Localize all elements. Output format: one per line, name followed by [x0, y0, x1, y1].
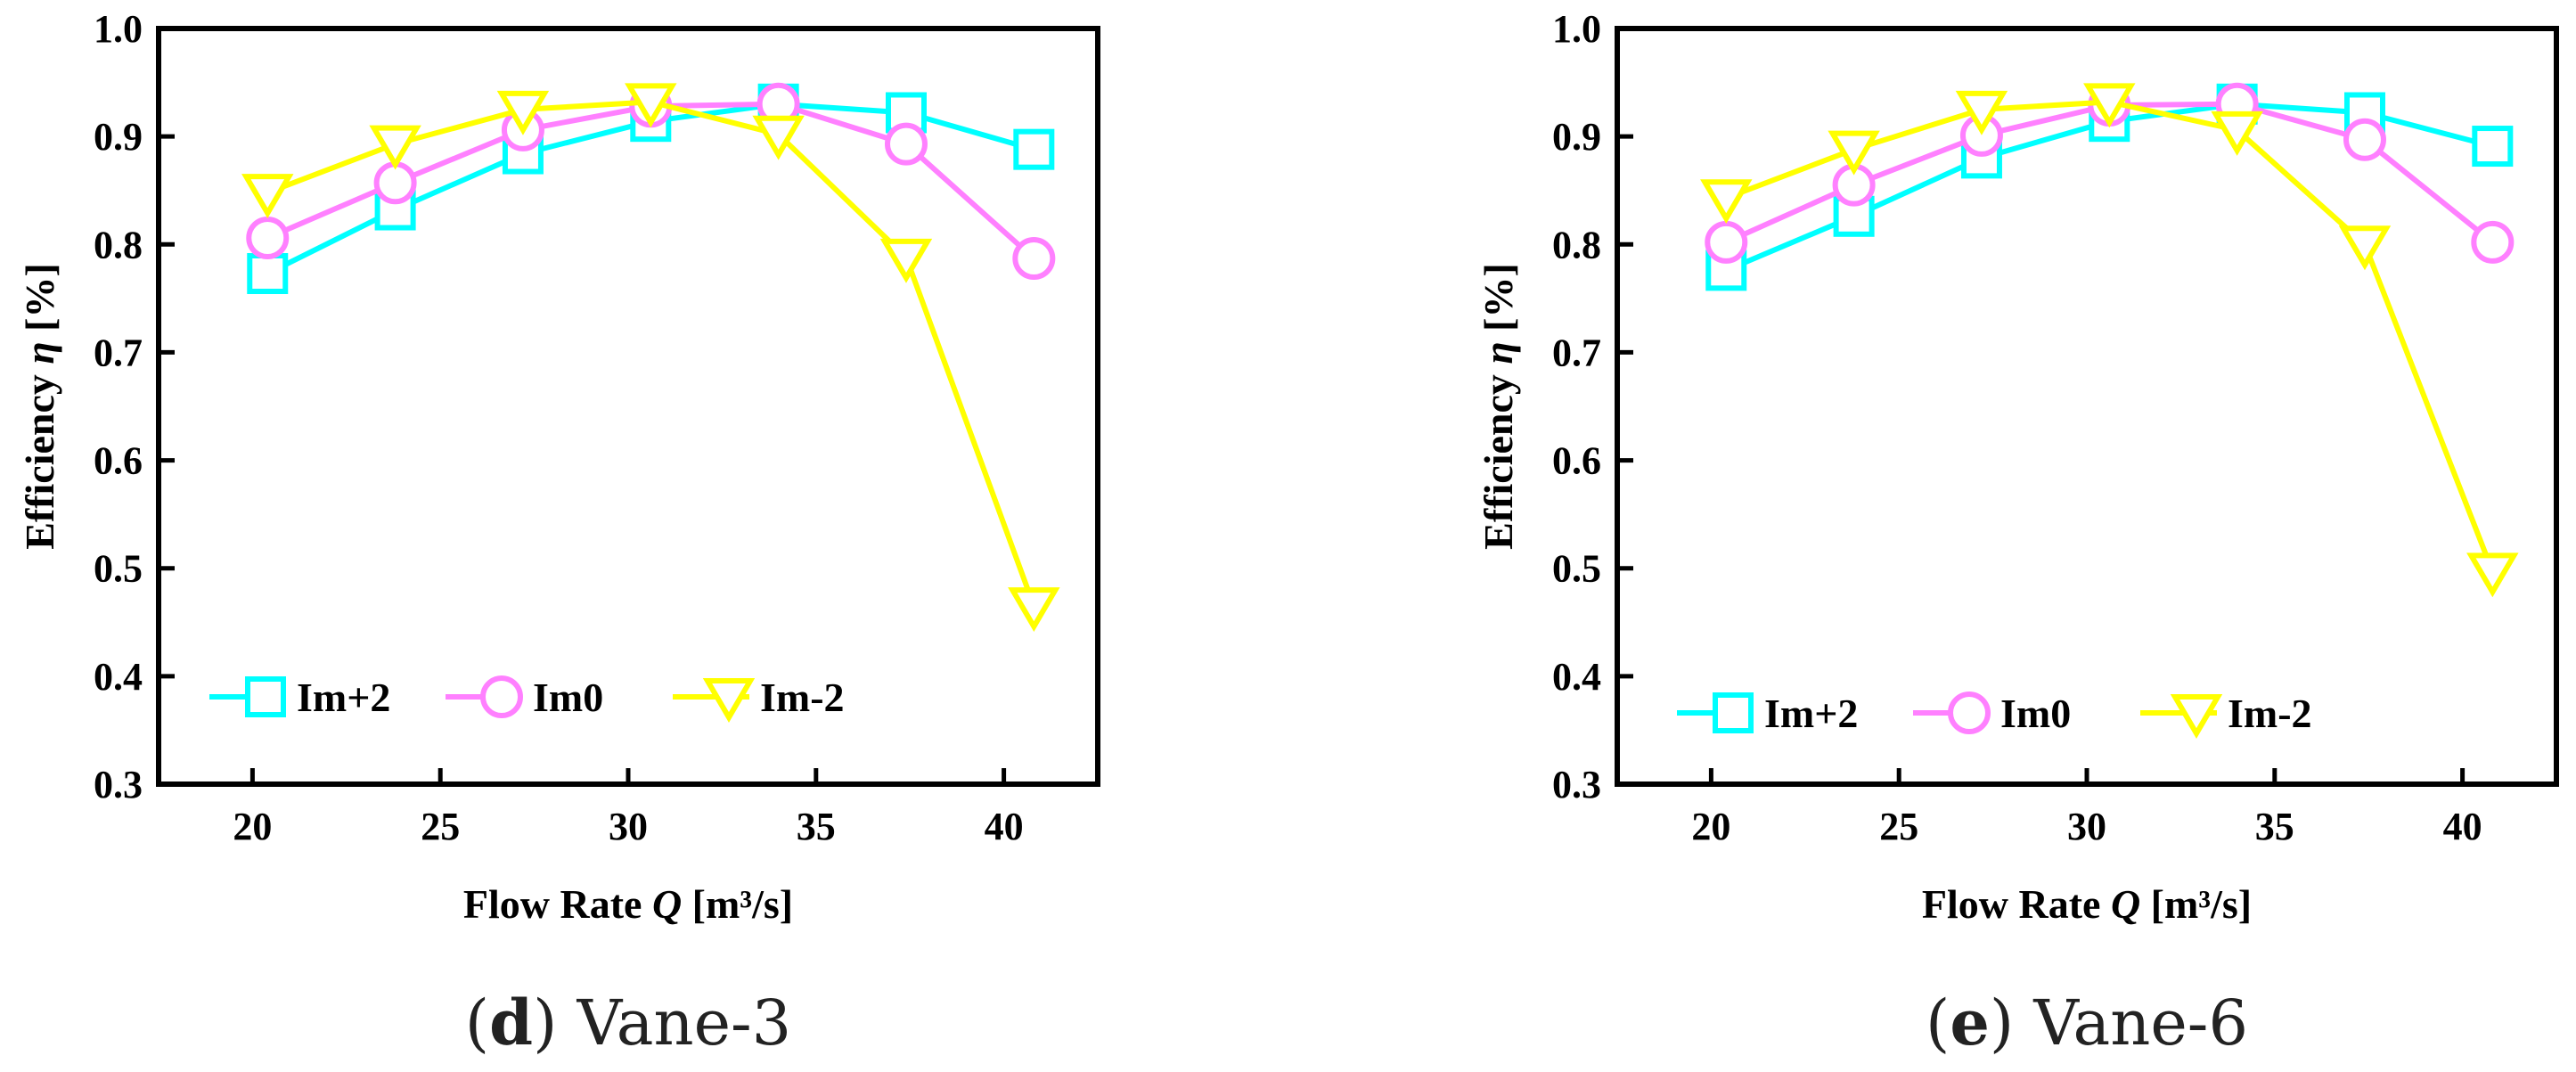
series-Im-2 [241, 83, 1060, 633]
x-tick-label: 20 [1691, 805, 1730, 848]
x-tick-label: 25 [421, 805, 460, 848]
x-tick-label: 40 [2443, 805, 2482, 848]
Im-2-marker-1 [1828, 130, 1880, 176]
Im-2-marker-1 [369, 125, 421, 170]
Im+2-marker-0 [247, 252, 289, 294]
y-tick-label: 0.6 [1552, 439, 1601, 483]
y-tick-label: 0.9 [94, 115, 143, 159]
x-axis-title: Flow Rate Q [m³/s] [463, 881, 793, 927]
legend: Im+2 Im0 Im-2 [1677, 691, 2312, 739]
y-tick-label: 0.8 [1552, 223, 1601, 266]
Im-2-marker-3 [2083, 83, 2136, 128]
x-tick-label: 30 [2067, 805, 2106, 848]
x-tick-label: 40 [985, 805, 1024, 848]
x-tick-label: 35 [2255, 805, 2294, 848]
Im-2-marker-4 [2211, 110, 2263, 156]
legend-label-Im0: Im0 [533, 675, 603, 720]
y-tick-label: 0.7 [94, 331, 143, 374]
x-tick-label: 25 [1879, 805, 1918, 848]
Im-2-marker-0 [241, 174, 294, 219]
x-tick-label: 30 [609, 805, 648, 848]
x-tick-label: 20 [233, 805, 272, 848]
x-axis-title: Flow Rate Q [m³/s] [1922, 881, 2252, 927]
y-tick-label: 1.0 [1552, 7, 1601, 51]
Im-2-marker-4 [752, 115, 805, 160]
legend: Im+2 Im0 Im-2 [209, 675, 845, 723]
legend-label-Im-2: Im-2 [2228, 691, 2312, 736]
chart-panel-0: 0.3 0.4 0.5 0.6 0.7 0.8 0.9 1.0 20 25 30 35 40 Flow R… [17, 7, 1100, 1060]
panel-caption: (e) Vane-6 [1926, 986, 2248, 1060]
legend-Im+2-marker-0 [245, 676, 286, 717]
y-tick-label: 0.5 [94, 547, 143, 591]
y-axis-title: Efficiency η [%] [1476, 263, 1521, 550]
x-tick-label: 35 [797, 805, 836, 848]
legend-label-Im+2: Im+2 [1764, 691, 1858, 736]
Im-2-marker-0 [1700, 179, 1753, 225]
panel-caption: (d) Vane-3 [465, 986, 791, 1060]
y-tick-label: 0.4 [1552, 655, 1601, 699]
y-tick-label: 0.9 [1552, 115, 1601, 159]
y-tick-label: 0.3 [94, 763, 143, 806]
Im-2-marker-5 [879, 238, 933, 283]
Im-2-marker-2 [496, 90, 550, 135]
Im-2-marker-2 [1955, 90, 2008, 135]
y-tick-label: 0.8 [94, 223, 143, 266]
legend-label-Im-2: Im-2 [760, 675, 845, 720]
Im-2-marker-6 [1008, 587, 1060, 633]
chart-panel-1: 0.3 0.4 0.5 0.6 0.7 0.8 0.9 1.0 20 25 30 35 40 Flow R… [1476, 7, 2559, 1060]
Im+2-marker-6 [1013, 128, 1055, 170]
y-tick-label: 0.5 [1552, 547, 1601, 591]
y-tick-label: 0.3 [1552, 763, 1601, 806]
legend-label-Im0: Im0 [2000, 691, 2071, 736]
legend-label-Im+2: Im+2 [297, 675, 390, 720]
Im0-marker-5 [884, 122, 928, 166]
Im0-marker-5 [2343, 118, 2386, 161]
Im-2-marker-5 [2338, 225, 2392, 271]
legend-Im0-marker-0 [480, 675, 523, 718]
Im0-marker-0 [246, 217, 290, 260]
Im-2-marker-3 [625, 83, 677, 128]
y-tick-label: 0.4 [94, 655, 143, 699]
y-tick-label: 1.0 [94, 7, 143, 51]
plot-frame [1615, 26, 2559, 787]
Im+2-marker-6 [2472, 126, 2514, 168]
Im0-marker-0 [1705, 220, 1748, 264]
legend-Im+2-marker-0 [1713, 692, 1754, 733]
Im0-marker-6 [2471, 220, 2515, 264]
plot-frame [156, 26, 1100, 787]
y-tick-label: 0.7 [1552, 331, 1601, 374]
legend-Im-2-marker-0 [2170, 694, 2223, 739]
Im-2-marker-6 [2466, 552, 2519, 598]
y-axis-title: Efficiency η [%] [17, 263, 62, 550]
legend-Im-2-marker-0 [702, 678, 756, 723]
y-tick-label: 0.6 [94, 439, 143, 483]
series-Im-2 [1700, 83, 2519, 598]
Im0-marker-6 [1012, 237, 1056, 281]
legend-Im0-marker-0 [1948, 691, 1991, 734]
